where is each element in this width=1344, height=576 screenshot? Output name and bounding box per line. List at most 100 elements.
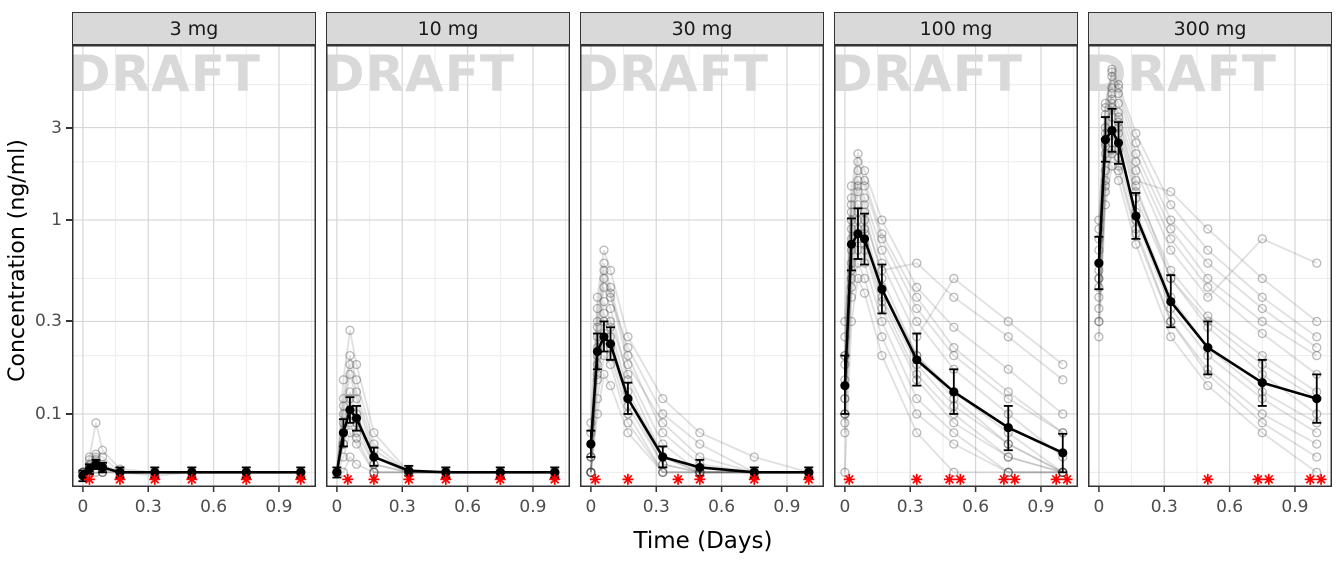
individual-point [1100, 165, 1111, 176]
individual-point [877, 215, 887, 225]
individual-point [1100, 103, 1111, 113]
individual-point [912, 282, 922, 292]
individual-point [859, 200, 870, 210]
panel-background [1088, 45, 1332, 487]
blq-asterisk [590, 474, 600, 484]
individual-point [586, 467, 596, 477]
y-tick: 3 [51, 118, 72, 138]
individual-point [1312, 342, 1322, 353]
individual-point [351, 433, 362, 443]
individual-profile-line [589, 301, 809, 474]
individual-point [1312, 467, 1322, 477]
individual-point [695, 439, 705, 449]
draft-watermark: DRAFT [834, 45, 1023, 103]
individual-point [623, 359, 633, 370]
mean-point [695, 462, 705, 473]
mean-point [97, 462, 108, 473]
x-tick-label: 0.3 [134, 497, 162, 517]
individual-point [1113, 79, 1124, 90]
facet-panel: 300 mg DRAFT 0 0.3 0.6 0.9 [1088, 12, 1332, 521]
individual-point [658, 409, 668, 419]
individual-point [1003, 387, 1013, 397]
individual-point [1131, 181, 1141, 191]
mean-point [859, 234, 870, 244]
mean-point [1058, 448, 1068, 458]
individual-profile-line [843, 158, 1064, 434]
individual-point [1131, 239, 1141, 249]
individual-profile-line [843, 260, 1063, 474]
individual-point [1107, 83, 1117, 93]
individual-point [1257, 303, 1267, 314]
panel-background [326, 45, 570, 487]
mean-point [912, 355, 922, 365]
individual-point [877, 332, 887, 342]
individual-point [345, 350, 355, 361]
blq-asterisk [1010, 474, 1020, 484]
blq-asterisk [84, 474, 94, 484]
individual-point [1100, 175, 1111, 186]
individual-point [1003, 452, 1013, 462]
mean-point [441, 467, 451, 477]
mean-point [332, 467, 342, 477]
x-axis-tick-labels: 0 0.3 0.6 0.9 [834, 495, 1078, 521]
individual-point [840, 332, 850, 342]
individual-point [623, 342, 633, 353]
individual-point [605, 288, 616, 298]
individual-point [586, 467, 596, 477]
individual-point [877, 234, 887, 244]
individual-point [1100, 181, 1111, 191]
y-tick-label: 1 [51, 210, 62, 231]
x-tick-label: 0.9 [519, 497, 547, 517]
individual-point [1131, 138, 1141, 148]
individual-point [853, 181, 863, 191]
facet-plot-area: DRAFT [1088, 45, 1332, 492]
individual-point [1203, 282, 1213, 292]
mean-point [1131, 211, 1141, 221]
individual-point [1166, 200, 1176, 210]
x-tick-label: 0.9 [773, 497, 801, 517]
panel-background [580, 45, 824, 487]
facet-panel: 30 mg DRAFT 0 0.3 0.6 0.9 [580, 12, 824, 521]
individual-point [1312, 258, 1322, 268]
x-tick-label: 0.6 [200, 497, 228, 517]
blq-asterisk [1203, 474, 1213, 484]
mean-point [840, 381, 850, 391]
y-axis-title-wrap: Concentration (ng/ml) [0, 0, 34, 520]
individual-point [351, 375, 362, 385]
blq-asterisk [404, 474, 414, 484]
blq-asterisk [673, 474, 683, 484]
individual-point [1113, 83, 1124, 93]
draft-watermark: DRAFT [580, 45, 769, 103]
blq-asterisk [844, 474, 854, 484]
individual-point [345, 387, 355, 397]
individual-point [949, 350, 959, 361]
mean-point [1203, 342, 1213, 353]
mean-point [78, 471, 88, 481]
panel-border [326, 45, 570, 487]
x-tick-label: 0.3 [896, 497, 924, 517]
x-tick-label: 0 [585, 497, 597, 517]
individual-point [853, 157, 863, 167]
y-tick: 0.3 [35, 311, 72, 331]
x-tick-label: 0.6 [962, 497, 990, 517]
individual-point [1113, 107, 1124, 117]
x-axis-tick-labels: 0 0.3 0.6 0.9 [326, 495, 570, 521]
y-tick: 1 [51, 210, 72, 230]
individual-point [1312, 452, 1322, 462]
individual-point [1113, 165, 1124, 176]
individual-profile-line [1097, 107, 1318, 393]
panel-background [72, 45, 316, 487]
panel-border [1088, 45, 1332, 487]
individual-point [658, 393, 668, 404]
individual-profile-line [843, 247, 1063, 474]
individual-point [1312, 350, 1322, 361]
individual-profile-line [843, 275, 1063, 474]
x-tick-label: 0.9 [1027, 497, 1055, 517]
y-tick-label: 0.3 [34, 311, 62, 332]
individual-point [1131, 128, 1141, 139]
individual-profile-line [1097, 84, 1318, 376]
individual-point [1312, 439, 1322, 449]
individual-point [949, 418, 959, 428]
mean-point [84, 464, 95, 474]
blq-asterisk [495, 474, 505, 484]
